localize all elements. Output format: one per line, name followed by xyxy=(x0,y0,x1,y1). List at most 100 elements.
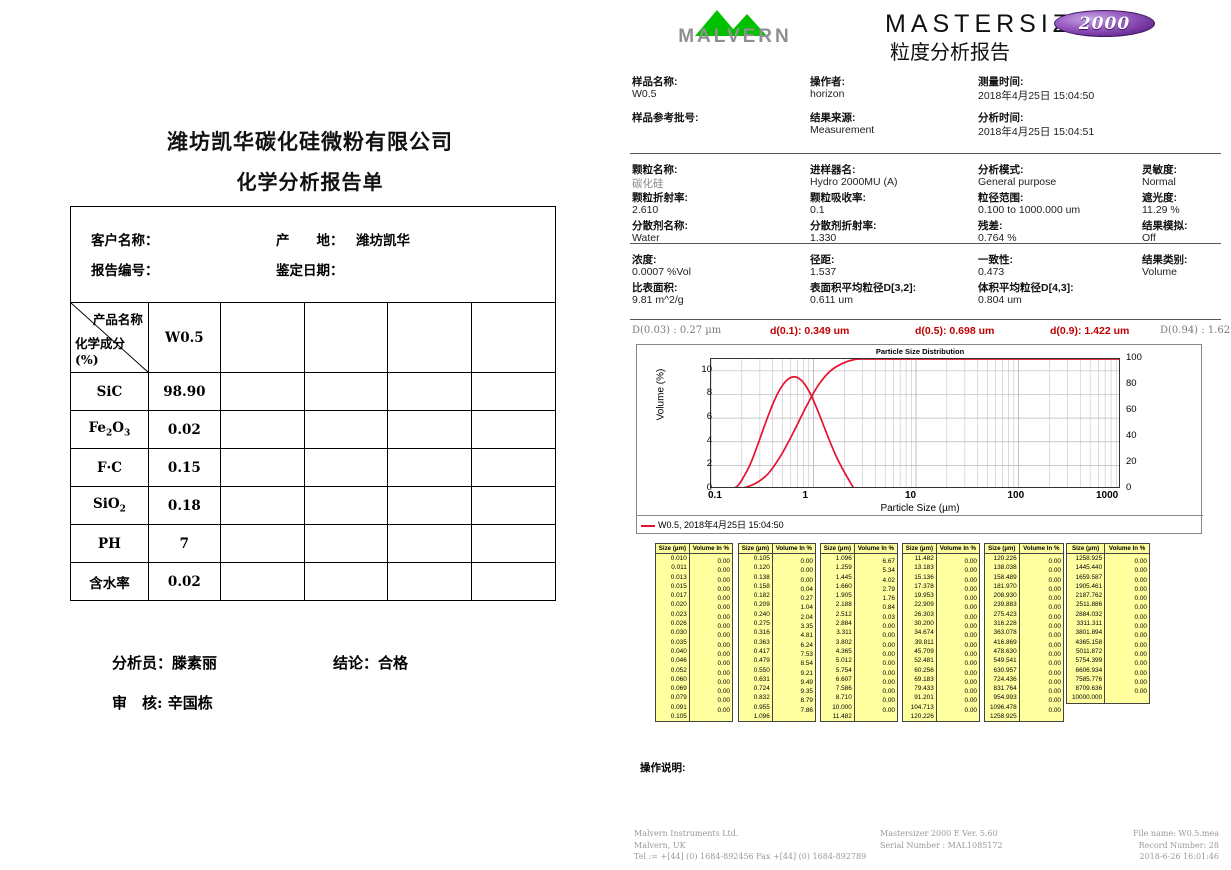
volume-cell: 1.76 xyxy=(882,595,895,603)
empty-cell xyxy=(387,372,473,411)
table-row: 239.883 0.00 xyxy=(985,600,1063,611)
y-tick-right-4: 80 xyxy=(1126,378,1137,389)
table-row: 69.183 0.00 xyxy=(903,674,979,686)
volume-cell: 0.00 xyxy=(964,585,977,593)
size-cell: 0.079 xyxy=(656,693,690,703)
table-row: 0.105 0.00 xyxy=(739,553,815,565)
composition-value: 0.02 xyxy=(147,562,221,601)
report-info-cell: 客户名称： 报告编号： 产 地： 潍坊凯华 鉴定日期： xyxy=(70,206,556,303)
volume-cell: 9.21 xyxy=(800,669,813,677)
volume-cell: 0.03 xyxy=(882,613,895,621)
meta3-label-5: 表面积平均粒径D[3,2]: xyxy=(810,282,917,294)
volume-cell: 0.00 xyxy=(1048,669,1061,677)
volume-cell: 0.00 xyxy=(964,650,977,658)
meta3-label-4: 比表面积: xyxy=(632,282,678,294)
size-cell: 0.023 xyxy=(656,609,690,620)
composition-value: 98.90 xyxy=(147,372,221,411)
size-cell: 954.993 xyxy=(985,693,1020,703)
empty-cell xyxy=(471,486,556,525)
report-footer: Malvern Instruments Ltd. Malvern, UK Tel :… xyxy=(630,828,1221,866)
table-row: 104.713 0.00 xyxy=(903,702,979,714)
composition-label: PH xyxy=(70,524,149,563)
size-cell: 1.905 xyxy=(821,591,855,601)
footer-file-info-line-2: 2018-6-26 16:01:46 xyxy=(1139,852,1219,861)
volume-cell: 9.35 xyxy=(800,688,813,696)
size-cell: 416.869 xyxy=(985,637,1020,647)
distribution-table-block-5: Size (µm) Volume In % 120.226 0.00 138.038 0.… xyxy=(984,543,1064,723)
malvern-logo: MALVERN xyxy=(665,8,805,48)
volume-cell: 0.00 xyxy=(882,623,895,631)
volume-cell: 0.00 xyxy=(1134,641,1147,649)
volume-cell: 0.00 xyxy=(1048,558,1061,565)
empty-cell xyxy=(471,562,556,601)
volume-cell: 0.00 xyxy=(964,706,977,714)
meta2-label-6: 粒径范围: xyxy=(978,192,1024,204)
table-row: PH 7 xyxy=(70,524,556,563)
result-meta-section: 浓度: 0.0007 %Vol 径距: 1.537 一致性: 0.473 结果类别: Volu… xyxy=(630,250,1221,320)
size-cell: 1258.925 xyxy=(985,712,1020,722)
mastersizer-report: MALVERN MASTERSIZER 2000 粒度分析报告 样品名称: W0.… xyxy=(620,0,1231,870)
size-cell: 60.256 xyxy=(903,665,937,675)
volume-column-header: Volume In % xyxy=(772,544,815,554)
size-cell: 0.417 xyxy=(739,646,773,657)
legend-label: W0.5, 2018年4月25日 15:04:50 xyxy=(658,520,784,530)
table-row: 5.754 0.00 xyxy=(821,665,897,677)
meta2-label-3: 灵敏度: xyxy=(1142,164,1177,176)
volume-cell: 0.00 xyxy=(1134,688,1147,696)
empty-cell xyxy=(387,524,473,563)
badge-year-text: 2000 xyxy=(1078,14,1131,34)
size-cell: 5754.399 xyxy=(1067,656,1106,666)
empty-cell xyxy=(471,410,556,449)
customer-name-label: 客户名称： xyxy=(91,233,159,249)
conclusion-text: 结论：合格 xyxy=(333,654,409,672)
meta-label-r2-1: 结果来源: xyxy=(810,112,856,124)
table-row: 11.482 0.00 xyxy=(903,553,979,565)
origin-value: 潍坊凯华 xyxy=(356,233,410,249)
table-row: 3311.311 0.00 xyxy=(1067,619,1149,630)
meta3-value-0: 0.0007 %Vol xyxy=(632,266,691,278)
meta2-value-8: Water xyxy=(632,232,660,244)
chart-title: Particle Size Distribution xyxy=(875,347,965,356)
x-tick-3: 100 xyxy=(1007,490,1025,501)
volume-cell: 0.00 xyxy=(1134,678,1147,686)
x-tick-1: 1 xyxy=(802,490,809,501)
meta-value-r1-1: horizon xyxy=(810,88,845,100)
footer-company-info-line-1: Malvern, UK xyxy=(634,840,686,850)
volume-cell: 0.00 xyxy=(964,697,977,705)
volume-cell: 0.00 xyxy=(800,567,813,575)
table-row: 39.811 0.00 xyxy=(903,637,979,649)
table-row: 0.832 8.79 xyxy=(739,693,815,704)
table-row: 724.436 0.00 xyxy=(985,674,1063,686)
size-cell: 1.259 xyxy=(821,563,855,573)
meta-divider-3 xyxy=(630,319,1221,320)
volume-cell: 0.00 xyxy=(882,650,895,658)
meta2-value-4: 2.610 xyxy=(632,204,659,216)
table-row: 0.240 2.04 xyxy=(739,609,815,621)
volume-cell: 0.00 xyxy=(1048,697,1061,705)
table-row: 181.970 0.00 xyxy=(985,581,1063,593)
volume-cell xyxy=(772,715,815,724)
empty-cell xyxy=(303,448,389,487)
footer-company-info-line-2: Tel := +[44] (0) 1684-892456 Fax +[44] (… xyxy=(634,852,867,861)
size-cell: 10.000 xyxy=(821,702,855,713)
table-row: 0.091 0.00 xyxy=(656,702,732,714)
volume-cell: 0.00 xyxy=(964,660,977,668)
size-cell: 0.158 xyxy=(739,581,773,592)
size-column-header: Size (µm) xyxy=(656,544,690,554)
table-row: 0.120 0.00 xyxy=(739,563,815,575)
volume-cell: 5.34 xyxy=(882,567,895,575)
table-row: 3.311 0.00 xyxy=(821,628,897,639)
table-row: 0.158 0.04 xyxy=(739,581,815,593)
table-row: 120.226 0.00 xyxy=(985,553,1063,565)
size-cell: 5011.872 xyxy=(1067,646,1106,657)
table-row: 含水率 0.02 xyxy=(70,562,556,601)
volume-column-header: Volume In % xyxy=(854,544,897,554)
meta2-label-4: 颗粒折射率: xyxy=(632,192,688,204)
inspection-date-label: 鉴定日期： xyxy=(276,263,344,279)
footer-file-info: File name: W0.5.mea Record Number: 28 2018… xyxy=(1133,828,1219,863)
table-row: 0.013 0.00 xyxy=(656,572,732,584)
size-cell: 1.660 xyxy=(821,581,855,592)
empty-col-1 xyxy=(219,302,305,373)
size-cell: 17.378 xyxy=(903,581,937,592)
size-cell: 0.832 xyxy=(739,693,773,703)
